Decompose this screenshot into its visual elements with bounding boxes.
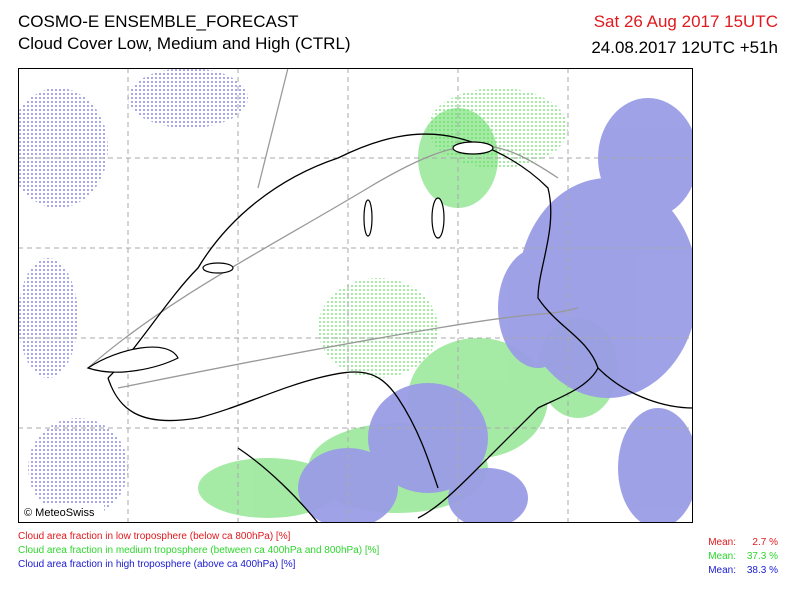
legend-mean-label: Mean: — [708, 537, 736, 548]
credit: © MeteoSwiss — [24, 507, 95, 519]
subtitle: Cloud Cover Low, Medium and High (CTRL) — [18, 34, 351, 53]
legend-mean: 37.3 % — [746, 551, 778, 562]
legend-label: Cloud area fraction in low troposphere (… — [18, 531, 291, 542]
title: COSMO-E ENSEMBLE_FORECAST — [18, 12, 299, 31]
cloud-high-sparse — [18, 68, 248, 518]
legend-mean-label: Mean: — [708, 551, 736, 562]
legend-mean-label: Mean: — [708, 565, 736, 576]
legend-mean: 38.3 % — [746, 565, 778, 576]
grid — [18, 68, 693, 523]
lakes — [86, 141, 494, 373]
run-time: 24.08.2017 12UTC +51h — [591, 38, 778, 57]
legend-mean: 2.7 % — [752, 537, 778, 548]
valid-time: Sat 26 Aug 2017 15UTC — [593, 12, 778, 31]
legend-label: Cloud area fraction in medium tropospher… — [18, 545, 380, 556]
borders — [107, 133, 693, 523]
legend-label: Cloud area fraction in high troposphere … — [18, 559, 296, 570]
map: © MeteoSwiss — [18, 68, 693, 523]
